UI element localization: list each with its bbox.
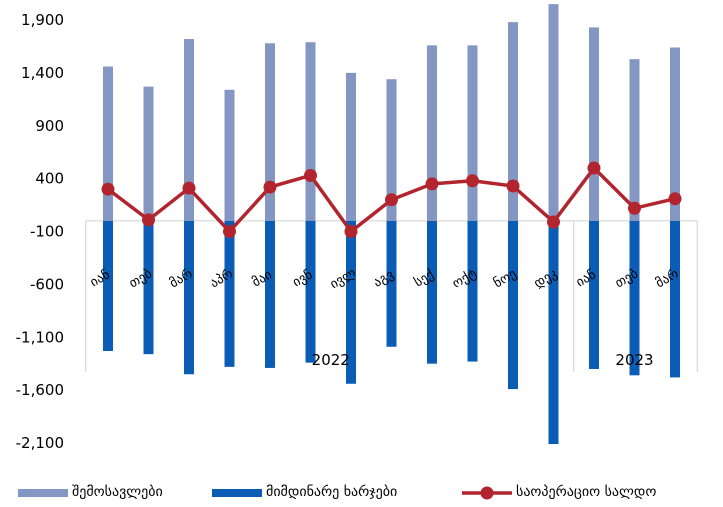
balance-point bbox=[101, 182, 115, 196]
expense-bar bbox=[224, 220, 235, 367]
income-bar bbox=[346, 72, 356, 221]
income-bar bbox=[103, 66, 113, 221]
balance-point bbox=[547, 215, 560, 229]
year-label: 2022 bbox=[312, 351, 350, 369]
expense-bar bbox=[467, 220, 478, 362]
income-bar bbox=[224, 89, 235, 221]
income-bar bbox=[184, 39, 194, 221]
balance-point bbox=[587, 161, 601, 175]
expense-bar bbox=[346, 220, 356, 384]
expense-bar bbox=[305, 220, 316, 363]
expense-bar bbox=[629, 220, 640, 376]
income-bars bbox=[103, 4, 680, 221]
balance-point bbox=[425, 177, 439, 191]
y-tick-label: 1,400 bbox=[21, 64, 64, 82]
y-axis: 1,900 1,400 900 400 -100 -600 -1,100 -1,600 -2,1… bbox=[16, 11, 64, 452]
expense-bar bbox=[427, 220, 437, 364]
y-tick-label: 1,900 bbox=[21, 11, 64, 29]
expense-bar bbox=[103, 220, 113, 351]
y-tick-label: -2,100 bbox=[16, 434, 64, 452]
balance-point bbox=[263, 180, 277, 194]
expense-bar bbox=[548, 220, 559, 445]
expense-bar bbox=[589, 220, 599, 369]
legend-expense-swatch bbox=[212, 489, 262, 497]
expense-bar bbox=[670, 220, 680, 378]
y-tick-label: -100 bbox=[30, 223, 64, 241]
balance-point bbox=[182, 181, 196, 195]
balance-point bbox=[466, 174, 479, 188]
y-tick-label: -1,100 bbox=[16, 328, 64, 346]
expense-bar bbox=[508, 220, 518, 390]
y-tick-label: -600 bbox=[30, 275, 64, 293]
balance-point bbox=[506, 179, 520, 193]
income-bar bbox=[305, 42, 316, 221]
y-tick-label: 400 bbox=[35, 170, 64, 188]
balance-point bbox=[668, 192, 682, 206]
income-bar bbox=[508, 22, 518, 221]
year-label: 2023 bbox=[615, 351, 653, 369]
expense-bars bbox=[103, 220, 680, 445]
expense-bar bbox=[184, 220, 194, 375]
balance-point bbox=[344, 225, 358, 238]
income-bar bbox=[589, 27, 599, 221]
legend-income-label: შემოსავლები bbox=[72, 484, 163, 500]
expense-bar bbox=[386, 220, 397, 347]
legend-expense-label: მიმდინარე ხარჯები bbox=[266, 483, 397, 500]
expense-bar bbox=[265, 220, 275, 368]
balance-point bbox=[385, 193, 398, 207]
balance-line bbox=[101, 161, 682, 238]
balance-point bbox=[142, 213, 155, 227]
income-bar bbox=[670, 47, 680, 221]
expense-bar bbox=[143, 220, 154, 355]
income-bar bbox=[467, 45, 478, 221]
balance-point bbox=[304, 168, 317, 182]
income-bar bbox=[427, 45, 437, 221]
balance-point bbox=[223, 225, 236, 238]
legend-balance-label: საოპერაციო სალდო bbox=[516, 483, 656, 500]
legend: შემოსავლები მიმდინარე ხარჯები საოპერაციო ს… bbox=[18, 483, 656, 500]
income-bar bbox=[265, 43, 275, 221]
y-tick-label: -1,600 bbox=[16, 381, 64, 399]
y-tick-label: 900 bbox=[35, 117, 64, 135]
income-bar bbox=[629, 59, 640, 221]
income-bar bbox=[386, 79, 397, 221]
legend-income-swatch bbox=[18, 489, 68, 497]
income-bar bbox=[548, 4, 559, 221]
legend-balance-marker bbox=[480, 486, 494, 500]
balance-point bbox=[628, 201, 641, 215]
year-labels: 2022 2023 bbox=[312, 351, 654, 369]
income-bar bbox=[143, 86, 154, 221]
